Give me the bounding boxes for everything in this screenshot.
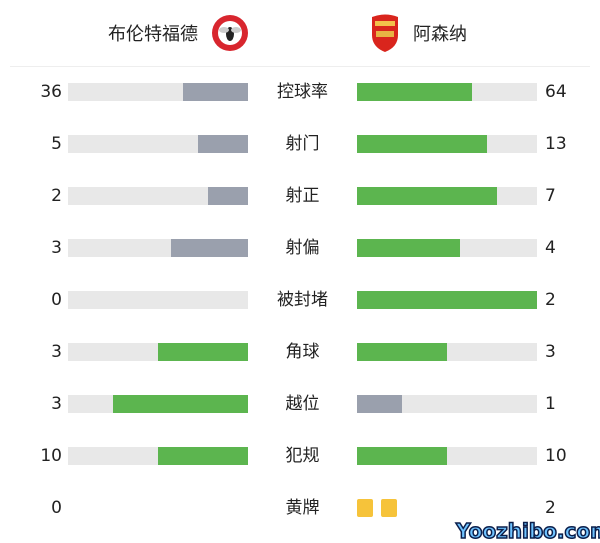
home-value: 3 <box>51 342 62 362</box>
home-bar-fill <box>158 343 248 361</box>
stat-row: 3 越位 1 <box>0 392 600 416</box>
away-bar <box>357 239 537 257</box>
home-bar-fill <box>158 447 248 465</box>
home-bar <box>68 343 248 361</box>
arsenal-crest-icon <box>372 14 398 52</box>
away-value: 10 <box>545 446 567 466</box>
header: 布伦特福德 阿森纳 <box>0 0 600 66</box>
stat-label: 越位 <box>285 394 320 414</box>
stat-label: 黄牌 <box>285 498 320 518</box>
home-bar <box>68 447 248 465</box>
away-bar <box>357 343 537 361</box>
stat-label: 被封堵 <box>277 290 328 310</box>
stat-row: 0 黄牌 2 <box>0 496 600 520</box>
stat-label: 射正 <box>285 186 320 206</box>
home-team-name: 布伦特福德 <box>108 24 198 45</box>
away-bar <box>357 135 537 153</box>
away-team-name: 阿森纳 <box>413 24 467 45</box>
home-bar <box>68 187 248 205</box>
stat-row: 36 控球率 64 <box>0 80 600 104</box>
away-value: 2 <box>545 290 556 310</box>
home-bar <box>68 291 248 309</box>
yellow-card-icon <box>381 499 397 517</box>
away-value: 4 <box>545 238 556 258</box>
stat-row: 3 射偏 4 <box>0 236 600 260</box>
stat-row: 3 角球 3 <box>0 340 600 364</box>
home-value: 0 <box>51 290 62 310</box>
away-bar-fill <box>357 291 537 309</box>
home-value: 3 <box>51 394 62 414</box>
home-bar <box>68 395 248 413</box>
away-value: 3 <box>545 342 556 362</box>
away-bar-fill <box>357 395 402 413</box>
stat-row: 10 犯规 10 <box>0 444 600 468</box>
home-bar-fill <box>208 187 248 205</box>
watermark: Yoozhibo.com <box>455 519 600 543</box>
divider <box>10 66 590 67</box>
away-value: 7 <box>545 186 556 206</box>
stat-label: 控球率 <box>277 82 328 102</box>
stat-label: 角球 <box>285 342 320 362</box>
away-bar-fill <box>357 135 487 153</box>
stat-row: 2 射正 7 <box>0 184 600 208</box>
away-bar-fill <box>357 187 497 205</box>
home-bar-fill <box>198 135 248 153</box>
stat-label: 射偏 <box>285 238 320 258</box>
home-bar <box>68 135 248 153</box>
home-bar <box>68 239 248 257</box>
home-value: 36 <box>40 82 62 102</box>
brentford-crest-icon <box>212 15 248 51</box>
away-bar-fill <box>357 83 473 101</box>
away-bar <box>357 187 537 205</box>
away-value: 13 <box>545 134 567 154</box>
away-value: 1 <box>545 394 556 414</box>
home-value: 10 <box>40 446 62 466</box>
away-bar <box>357 395 537 413</box>
away-bar-fill <box>357 239 460 257</box>
away-bar <box>357 447 537 465</box>
home-value: 3 <box>51 238 62 258</box>
stat-row: 5 射门 13 <box>0 132 600 156</box>
home-value: 0 <box>51 498 62 518</box>
home-value: 5 <box>51 134 62 154</box>
stat-label: 射门 <box>285 134 320 154</box>
away-bar <box>357 291 537 309</box>
stat-row: 0 被封堵 2 <box>0 288 600 312</box>
home-bar-fill <box>183 83 248 101</box>
away-bar-fill <box>357 343 447 361</box>
home-value: 2 <box>51 186 62 206</box>
home-bar <box>68 83 248 101</box>
away-value: 64 <box>545 82 567 102</box>
stat-label: 犯规 <box>285 446 320 466</box>
home-bar-fill <box>113 395 248 413</box>
away-bar <box>357 83 537 101</box>
yellow-card-icon <box>357 499 373 517</box>
away-value: 2 <box>545 498 556 518</box>
home-bar-fill <box>170 239 248 257</box>
away-bar-fill <box>357 447 447 465</box>
